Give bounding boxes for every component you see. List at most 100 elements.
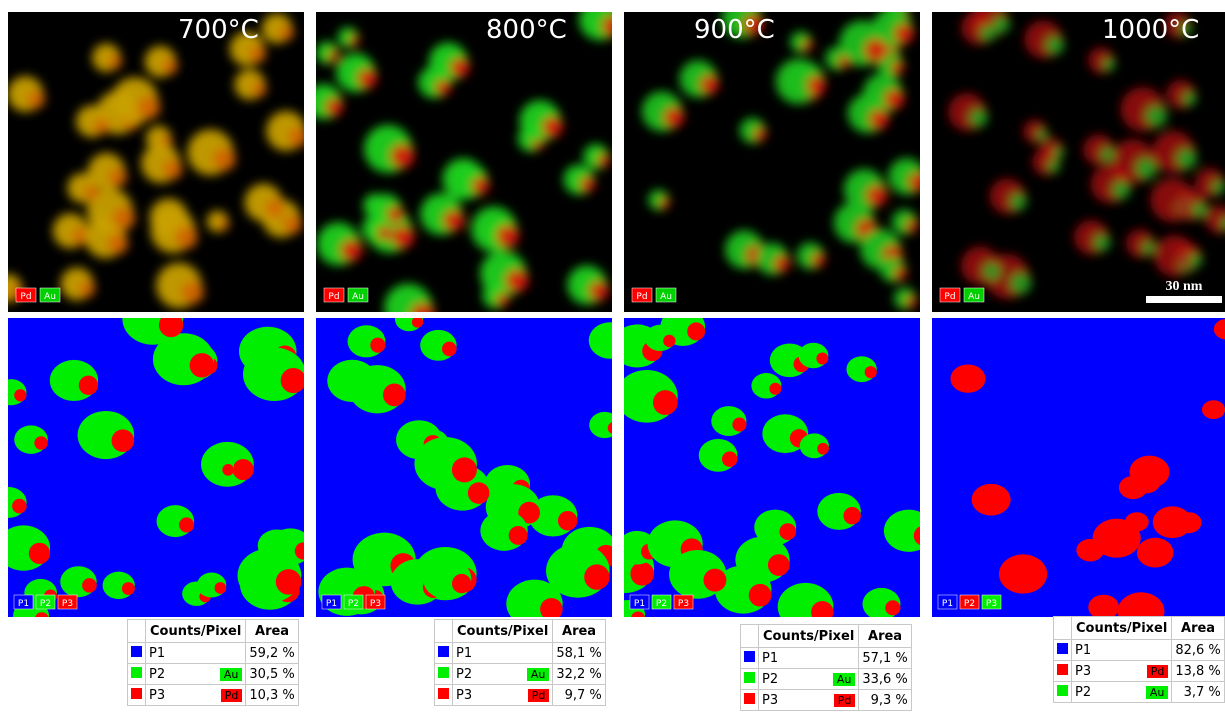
- phase-name: P1: [146, 643, 213, 664]
- particle: [1153, 506, 1192, 538]
- swatch-cell: [435, 685, 453, 706]
- particle-edge: [732, 418, 746, 432]
- particle-edge: [377, 226, 391, 240]
- element-cell: Au: [1138, 682, 1172, 703]
- particle-edge: [450, 58, 469, 77]
- particle-edge: [79, 376, 98, 395]
- particle-edge: [1009, 193, 1027, 211]
- particle-edge: [1192, 202, 1207, 217]
- table-row: P2Au32,2 %: [435, 664, 606, 685]
- legend-label: Pd: [636, 292, 647, 302]
- eds-map: 700°CPdAu: [8, 12, 304, 312]
- particle-edge: [163, 160, 183, 180]
- swatch: [438, 667, 449, 678]
- element-badge: Pd: [1147, 665, 1169, 678]
- particle-edge: [452, 574, 471, 593]
- swatch: [438, 646, 449, 657]
- particle-edge: [802, 40, 813, 51]
- scale-label: 30 nm: [1166, 279, 1203, 294]
- background: [932, 318, 1225, 617]
- particle-edge: [663, 335, 675, 347]
- particle-edge: [866, 185, 887, 206]
- phase-map: P1P2P3: [8, 318, 304, 617]
- element-badge: Au: [220, 668, 243, 681]
- page: {"panels": [ {"temperature": "700°C", "t…: [0, 0, 1225, 715]
- legend-label: Pd: [944, 292, 955, 302]
- particle-edge: [1145, 105, 1167, 127]
- element-cell: Pd: [212, 685, 246, 706]
- phase-name: P2: [1072, 682, 1139, 703]
- particle-edge: [664, 107, 684, 127]
- element-badge: Au: [833, 673, 856, 686]
- phase-name: P3: [1072, 661, 1139, 682]
- particle-edge: [175, 226, 197, 248]
- particle-edge: [233, 459, 254, 480]
- legend-label: P2: [40, 599, 51, 609]
- swatch: [131, 667, 142, 678]
- particle-edge: [472, 177, 489, 194]
- particle-edge: [435, 79, 451, 95]
- phase-name: P2: [759, 669, 826, 690]
- legend-label: P1: [634, 599, 645, 609]
- particle-edge: [807, 76, 825, 94]
- particle-edge: [108, 234, 129, 255]
- header-cell: [435, 620, 453, 643]
- particle-edge: [496, 293, 509, 306]
- phase-name: P3: [453, 685, 520, 706]
- swatch: [744, 672, 755, 683]
- particle-edge: [108, 168, 127, 187]
- particle-edge: [383, 384, 406, 407]
- element-cell: Pd: [1138, 661, 1172, 682]
- swatch-cell: [1054, 661, 1072, 682]
- particle-edge: [137, 96, 160, 119]
- swatch-cell: [128, 685, 146, 706]
- header-cell: Area: [553, 620, 605, 643]
- particle-edge: [29, 543, 50, 564]
- legend-label: P3: [986, 599, 997, 609]
- legend-label: P1: [942, 599, 953, 609]
- header-cell: Counts/Pixel: [146, 620, 246, 643]
- header-cell: [128, 620, 146, 643]
- area-value: 58,1 %: [553, 643, 605, 664]
- particle-edge: [768, 554, 790, 576]
- particle: [1137, 538, 1174, 568]
- legend-label: Au: [968, 292, 980, 302]
- particle-edge: [390, 144, 414, 168]
- particle-edge: [838, 56, 850, 68]
- particle-edge: [1100, 147, 1115, 162]
- particle-edge: [213, 148, 236, 171]
- area-value: 9,3 %: [859, 690, 911, 711]
- header-cell: Area: [1172, 617, 1224, 640]
- particle-edge: [442, 342, 457, 357]
- particle-edge: [251, 82, 266, 97]
- swatch-cell: [1054, 682, 1072, 703]
- particle-edge: [468, 482, 490, 504]
- particle: [1202, 400, 1225, 419]
- area-value: 3,7 %: [1172, 682, 1224, 703]
- temperature: 1000°C: [1102, 15, 1199, 45]
- particle-edge: [865, 366, 877, 378]
- element-cell: Au: [519, 664, 553, 685]
- header-cell: Counts/Pixel: [1072, 617, 1172, 640]
- particle-edge: [1102, 58, 1115, 71]
- element-cell: Pd: [519, 685, 553, 706]
- swatch: [131, 688, 142, 699]
- area-value: 10,3 %: [246, 685, 298, 706]
- particle-edge: [340, 240, 362, 262]
- particle-edge: [1053, 147, 1064, 158]
- area-value: 30,5 %: [246, 664, 298, 685]
- particle-edge: [283, 215, 302, 234]
- table-row: P3Pd9,3 %: [741, 690, 912, 711]
- legend-label: P3: [370, 599, 381, 609]
- header-cell: Counts/Pixel: [453, 620, 553, 643]
- particle-edge: [190, 353, 214, 377]
- particle-edge: [630, 562, 654, 586]
- particle-edge: [754, 128, 767, 141]
- particle-edge: [108, 55, 122, 69]
- element-cell: [1138, 640, 1172, 661]
- particle: [999, 554, 1047, 593]
- particle-edge: [703, 569, 726, 592]
- phase-name: P1: [759, 648, 826, 669]
- particle-edge: [279, 25, 294, 40]
